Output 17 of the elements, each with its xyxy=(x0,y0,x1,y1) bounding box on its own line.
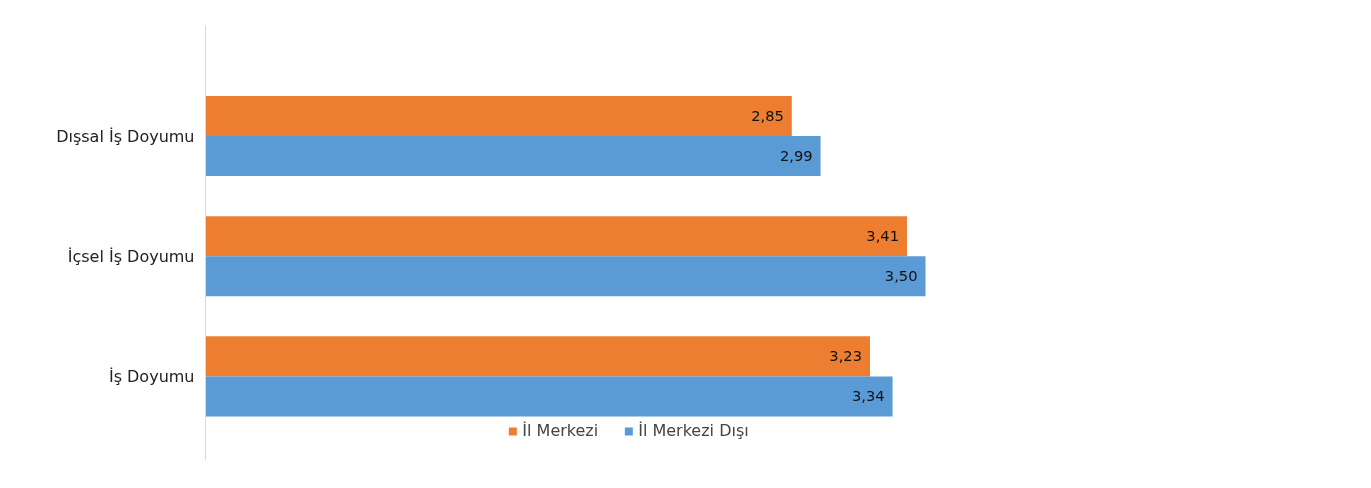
data-label: 2,85 xyxy=(751,107,784,125)
bar xyxy=(205,376,893,417)
y-tick-label: Dışsal İş Doyumu xyxy=(56,126,195,146)
legend-label: İl Merkezi Dışı xyxy=(638,421,749,440)
data-label: 3,50 xyxy=(884,267,918,285)
bar xyxy=(205,256,926,297)
y-tick-label: İçsel İş Doyumu xyxy=(67,246,195,266)
data-label: 2,99 xyxy=(779,147,813,165)
bar xyxy=(205,336,870,377)
data-label: 3,34 xyxy=(851,387,885,405)
bar xyxy=(205,216,907,257)
data-label: 3,41 xyxy=(866,227,899,245)
bar xyxy=(205,136,821,177)
bar xyxy=(205,96,792,137)
y-tick-label: İş Doyumu xyxy=(108,366,195,386)
legend-label: İl Merkezi xyxy=(522,421,599,440)
data-label: 3,23 xyxy=(829,347,862,365)
